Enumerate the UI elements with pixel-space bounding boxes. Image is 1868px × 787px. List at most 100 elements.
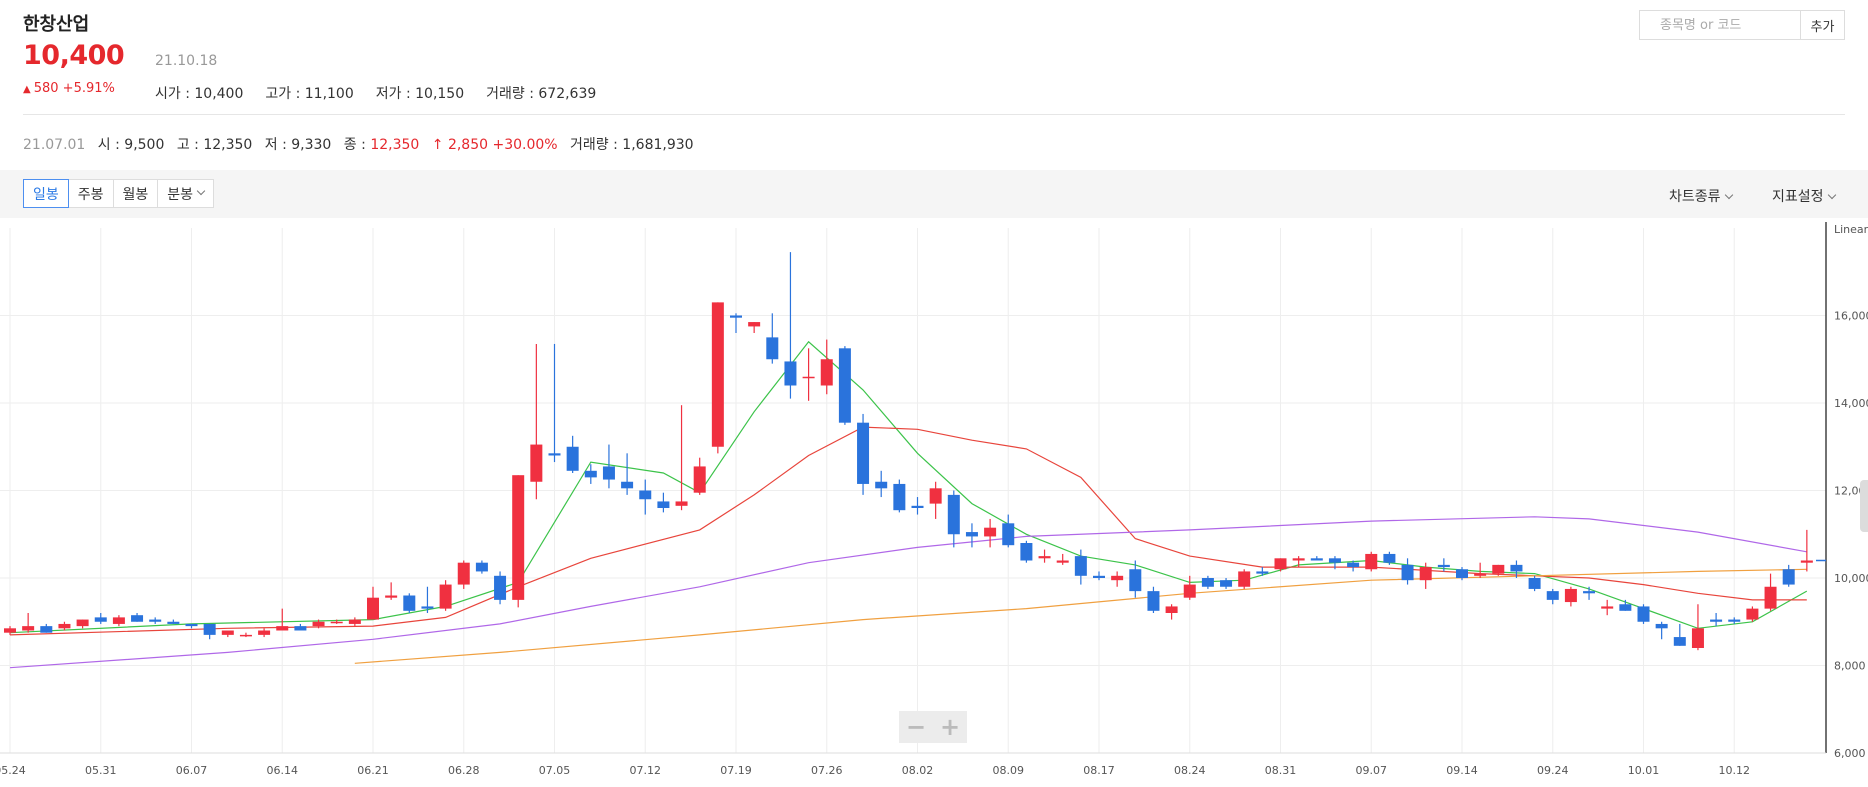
candle-body [1474,573,1487,576]
candle-body [530,444,543,482]
candle-body [1710,619,1723,622]
x-tick-label: 10.12 [1719,764,1751,777]
high-price: 고가 : 11,100 [265,86,354,102]
current-price: 10,400 [23,40,125,71]
tab-monthly[interactable]: 월봉 [112,179,159,208]
candle-body [965,532,978,537]
x-tick-label: 09.14 [1446,764,1478,777]
candles [4,252,1813,651]
chart-type-menu[interactable]: 차트종류 [1669,186,1733,206]
candle-body [1655,623,1668,629]
hover-date: 21.07.01 [23,137,86,153]
candle-body [512,475,525,600]
hover-quote: 21.07.01 시 : 9,500 고 : 12,350 저 : 9,330 … [23,134,694,154]
candle-body [1619,604,1632,611]
ohlc-summary: 시가 : 10,400 고가 : 11,100 저가 : 10,150 거래량 : 6… [155,83,618,103]
candle-body [40,626,53,633]
tab-minute-label: 분봉 [167,186,194,203]
x-tick-label: 09.24 [1537,764,1569,777]
candle-body [1728,619,1741,622]
candle-body [112,617,125,624]
candle-body [857,422,870,484]
x-tick-label: 07.26 [811,764,843,777]
candle-body [1147,591,1160,611]
tab-daily[interactable]: 일봉 [23,179,69,208]
candle-body [22,626,35,631]
candle-body [566,446,579,471]
y-tick-label: 6,000 [1834,747,1866,760]
scale-label: Linear [1834,223,1868,236]
candle-body [421,606,434,609]
moving-average-lines [9,340,1808,669]
candle-body [258,630,271,635]
candle-body [1129,569,1142,592]
candle-body [1093,575,1105,578]
low-price: 저가 : 10,150 [375,86,465,102]
add-button[interactable]: 추가 [1800,11,1844,39]
candle-body [639,490,652,500]
candle-body [239,634,252,637]
side-panel-handle[interactable] [1860,480,1868,532]
x-tick-label: 07.19 [720,764,752,777]
open-price: 시가 : 10,400 [155,86,244,102]
candle-body [584,470,597,478]
candle-body [1564,588,1577,603]
candle-body [1583,591,1596,594]
change-percent: +5.91% [62,81,115,96]
candle-body [820,359,833,386]
candle-body [1292,558,1305,561]
x-tick-label: 07.12 [630,764,662,777]
zoom-out-button[interactable]: − [905,713,927,741]
candle-body [1220,580,1233,587]
x-tick-label: 06.21 [357,764,389,777]
tab-weekly[interactable]: 주봉 [67,179,114,208]
candle-body [1601,606,1614,609]
candle-body [1274,558,1287,570]
hover-change: ↑ 2,850 +30.00% [431,137,558,153]
tab-minute[interactable]: 분봉 [157,179,215,208]
y-tick-label: 8,000 [1834,660,1866,673]
candle-body [1183,584,1196,598]
indicator-label: 지표설정 [1772,189,1824,205]
candle-body [221,630,234,635]
ma-line-120 [354,568,1807,664]
candle-body [1637,606,1650,622]
candle-body [94,617,107,622]
candle-body [203,623,216,635]
chart-type-label: 차트종류 [1669,189,1721,205]
ma-line-20 [9,426,1807,636]
candle-body [312,621,325,627]
candle-body [1546,591,1559,600]
candle-body [403,595,416,611]
y-tick-label: 16,000 [1834,310,1868,323]
x-tick-label: 08.02 [902,764,934,777]
candle-body [748,322,761,327]
candle-body [367,597,379,620]
candle-body [984,527,997,537]
candle-body [149,619,162,622]
indicator-menu[interactable]: 지표설정 [1772,186,1836,206]
candle-body [911,505,924,508]
chart-grid [0,228,1826,754]
candle-body [766,337,779,360]
candle-body [76,619,89,627]
candle-body [1328,558,1341,563]
candle-body [548,453,561,456]
stock-search: 추가 [1639,10,1845,40]
candle-body [1002,523,1015,546]
stock-name: 한창산업 [23,14,90,35]
candle-body [1419,567,1432,581]
x-tick-label: 08.09 [993,764,1025,777]
candle-body [875,481,888,489]
hover-open: 시 : 9,500 [97,137,165,153]
zoom-controls: − + [899,711,967,743]
candle-body [58,623,71,629]
change-amount: 580 [33,81,59,96]
candle-body [893,483,906,511]
candle-body [1673,637,1686,646]
search-input[interactable] [1640,11,1800,39]
candle-body [1437,564,1450,568]
candle-body [1056,560,1069,563]
zoom-in-button[interactable]: + [939,713,961,741]
